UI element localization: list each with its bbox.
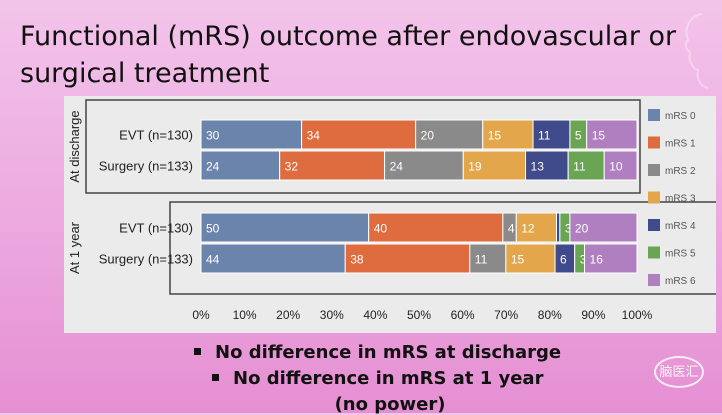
legend-label: mRS 2 <box>665 166 696 177</box>
segment-value-label: 40 <box>374 222 388 236</box>
segment-value-label: 5 <box>575 129 582 143</box>
bar-segment <box>200 119 303 150</box>
segment-value-label: 32 <box>285 160 299 174</box>
legend-swatch <box>648 219 660 231</box>
legend-swatch <box>648 274 660 286</box>
bar-segment <box>301 119 417 150</box>
x-tick-label: 10% <box>233 308 257 322</box>
bullet-item: No difference in mRS at discharge <box>194 342 561 363</box>
legend-swatch <box>648 136 660 149</box>
bar-segment <box>584 243 638 274</box>
row-label: Surgery (n=133) <box>99 252 193 267</box>
group-frame <box>169 201 716 295</box>
segment-value-label: 15 <box>592 129 606 143</box>
segment-value-label: 10 <box>609 160 623 174</box>
bar-segment <box>567 150 605 181</box>
legend-label: mRS 0 <box>665 111 696 122</box>
legend-swatch <box>648 164 660 176</box>
segment-value-label: 24 <box>206 160 220 174</box>
x-tick-label: 70% <box>494 308 518 322</box>
legend-label: mRS 5 <box>665 249 696 260</box>
segment-value-label: 11 <box>573 160 586 174</box>
bar-segment <box>556 212 561 243</box>
bar-segment <box>200 150 281 181</box>
x-tick-label: 30% <box>320 308 344 322</box>
bar-segment <box>200 243 346 274</box>
bar-segment <box>603 150 638 181</box>
row-label: EVT (n=130) <box>119 128 193 143</box>
head-silhouette-icon <box>684 13 709 89</box>
bar-segment <box>525 150 569 181</box>
x-tick-label: 0% <box>192 308 210 322</box>
stacked-bar-chart: At discharge EVT (n=130) 30 34 20 15 11 5 15Surg… <box>67 99 716 322</box>
segment-value-label: 30 <box>206 129 220 143</box>
bullet-item: No difference in mRS at 1 year <box>212 368 543 389</box>
group-label: At 1 year <box>67 221 82 274</box>
legend-label: mRS 3 <box>665 194 696 205</box>
segment-value-label: 13 <box>531 160 545 174</box>
x-tick-label: 90% <box>581 308 605 322</box>
segment-value-label: 24 <box>390 160 404 174</box>
bar-segment <box>344 243 471 274</box>
legend-label: mRS 1 <box>665 139 696 150</box>
x-tick-label: 60% <box>451 308 475 322</box>
segment-value-label: 3 <box>580 253 587 267</box>
bullet-list: No difference in mRS at discharge No dif… <box>64 336 716 415</box>
bullet-square-icon <box>194 347 201 355</box>
bar-segment <box>532 119 571 150</box>
legend-swatch <box>648 109 660 121</box>
segment-value-label: 6 <box>560 253 567 267</box>
segment-value-label: 38 <box>350 253 364 267</box>
segment-value-label: 4 <box>508 222 515 236</box>
segment-value-label: 44 <box>206 253 220 267</box>
bar-segment <box>200 212 370 243</box>
x-tick-label: 50% <box>407 308 431 322</box>
segment-value-label: 11 <box>538 129 551 143</box>
group-label: At discharge <box>67 110 82 182</box>
legend-swatch <box>648 246 660 259</box>
segment-value-label: 12 <box>521 222 535 236</box>
segment-value-label: 34 <box>307 129 321 143</box>
legend-label: mRS 4 <box>665 221 696 232</box>
bar-segment <box>586 119 638 150</box>
x-tick-label: 100% <box>622 308 653 322</box>
segment-value-label: 16 <box>590 253 604 267</box>
bar-segment <box>569 212 638 243</box>
segment-value-label: 20 <box>421 129 435 143</box>
segment-value-label: 3 <box>565 222 572 236</box>
segment-value-label: 50 <box>206 222 220 236</box>
bullet-note: (no power) <box>334 394 446 415</box>
bar-segment <box>368 212 504 243</box>
segment-value-label: 15 <box>488 129 502 143</box>
legend-swatch <box>648 191 660 204</box>
legend-label: mRS 6 <box>665 276 696 287</box>
x-tick-label: 80% <box>538 308 562 322</box>
row-label: EVT (n=130) <box>119 221 193 236</box>
row-label: Surgery (n=133) <box>99 159 193 174</box>
segment-value-label: 19 <box>468 160 482 174</box>
x-tick-label: 40% <box>363 308 387 322</box>
bar-segment <box>384 150 464 181</box>
segment-value-label: 11 <box>475 253 488 267</box>
slide-title: Functional (mRS) outcome after endovascu… <box>20 21 677 89</box>
bar-segment <box>482 119 534 150</box>
segment-value-label: 15 <box>511 253 525 267</box>
chart-panel: At discharge EVT (n=130) 30 34 20 15 11 5 15 Surg… <box>64 96 716 333</box>
bullet-square-icon <box>212 373 219 381</box>
segment-value-label: 20 <box>575 222 589 236</box>
watermark-logo: 脑医汇 <box>654 356 704 388</box>
bar-segment <box>279 150 386 181</box>
group-frame <box>85 99 641 194</box>
x-tick-label: 20% <box>276 308 300 322</box>
